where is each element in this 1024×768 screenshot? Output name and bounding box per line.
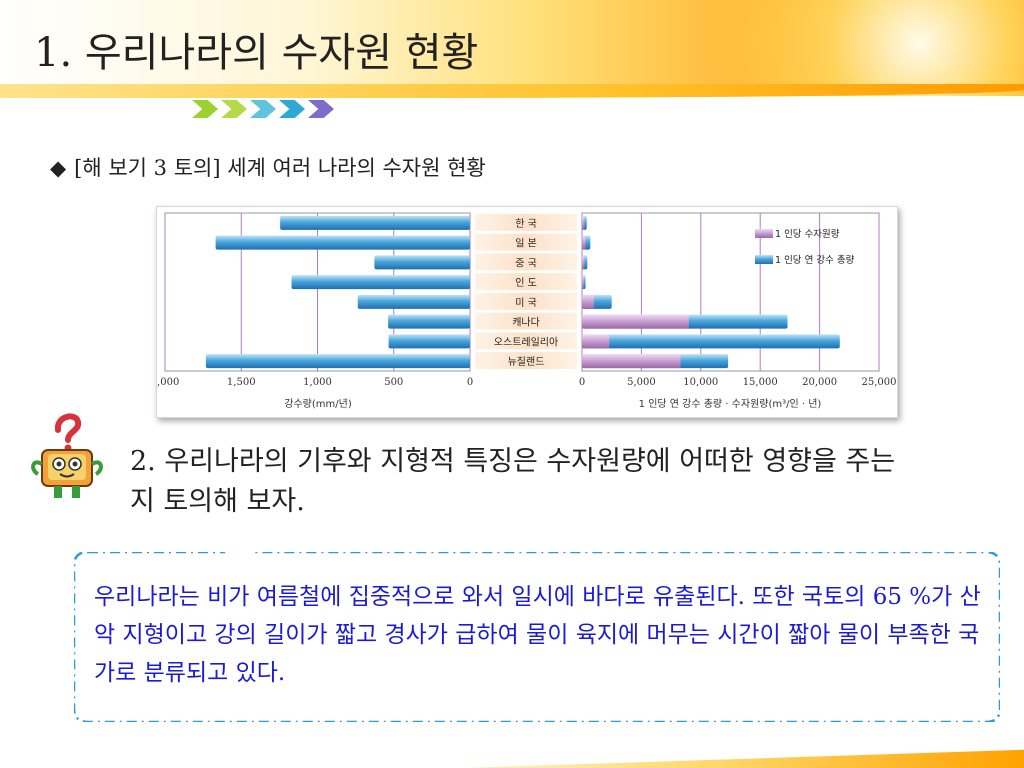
section-subtitle: ◆ [해 보기 3 토의] 세계 여러 나라의 수자원 현황 bbox=[50, 152, 486, 182]
banner-glow bbox=[604, 0, 1024, 96]
water-resources-chart: 2,000 1,500 1,000 500 0 강수량(mm/년) 한 국일 본중 국인 도… bbox=[156, 206, 898, 418]
legend-label-water-resource: 1 인당 수자원량 bbox=[775, 228, 840, 240]
left-tick-label: 1,500 bbox=[227, 377, 256, 388]
category-label: 캐나다 bbox=[512, 317, 540, 329]
category-label-bg bbox=[475, 273, 577, 291]
chevron-icon bbox=[279, 100, 305, 118]
page-title: 1. 우리나라의 수자원 현황 bbox=[34, 30, 479, 76]
discussion-answer: 우리나라는 비가 여름철에 집중적으로 와서 일시에 바다로 유출된다. 또한 … bbox=[94, 584, 981, 686]
category-label-bg bbox=[475, 253, 577, 271]
left-tick-label: 500 bbox=[384, 377, 403, 388]
right-tick-label: 25,000 bbox=[862, 377, 897, 388]
precipitation-bar bbox=[215, 235, 470, 250]
right-tick-label: 0 bbox=[579, 377, 585, 388]
chevron-icon bbox=[192, 100, 218, 118]
precipitation-total-bar bbox=[582, 334, 840, 349]
chart-svg: 2,000 1,500 1,000 500 0 강수량(mm/년) 한 국일 본중 국인 도… bbox=[157, 212, 897, 410]
precipitation-bar bbox=[388, 334, 470, 349]
category-label-bg bbox=[475, 312, 577, 330]
category-label: 뉴질랜드 bbox=[508, 356, 545, 368]
water-resource-bar bbox=[582, 314, 689, 329]
category-label: 오스트레일리아 bbox=[494, 336, 558, 348]
precipitation-bar bbox=[357, 294, 470, 309]
water-resource-bar bbox=[582, 235, 586, 250]
left-tick-label: 0 bbox=[467, 377, 473, 388]
category-label: 중 국 bbox=[515, 257, 537, 269]
right-tick-label: 5,000 bbox=[627, 377, 656, 388]
category-label: 한 국 bbox=[515, 218, 537, 230]
left-axis-label: 강수량(mm/년) bbox=[284, 398, 352, 410]
chevron-icon bbox=[308, 100, 334, 118]
legend-swatch-water-resource bbox=[755, 229, 773, 238]
legend-label-precipitation-total: 1 인당 연 강수 총량 bbox=[775, 254, 855, 266]
water-resource-bar bbox=[582, 334, 610, 349]
precipitation-bar bbox=[205, 354, 470, 369]
precipitation-bar bbox=[388, 314, 470, 329]
water-resource-bar bbox=[582, 255, 585, 270]
category-label: 미 국 bbox=[515, 297, 537, 309]
chevron-icon bbox=[221, 100, 247, 118]
water-resource-bar bbox=[582, 215, 585, 230]
left-tick-label: 1,000 bbox=[303, 377, 332, 388]
right-tick-label: 10,000 bbox=[683, 377, 718, 388]
precipitation-bar bbox=[280, 215, 470, 230]
subtitle-text: [해 보기 3 토의] 세계 여러 나라의 수자원 현황 bbox=[74, 156, 486, 180]
category-label-bg bbox=[475, 213, 577, 231]
water-resource-bar bbox=[582, 275, 584, 290]
category-label: 일 본 bbox=[515, 238, 537, 250]
category-label-bg bbox=[475, 233, 577, 251]
precipitation-bar bbox=[374, 255, 470, 270]
bottom-swoosh bbox=[460, 749, 1024, 768]
category-label-bg bbox=[475, 292, 577, 310]
category-label: 인 도 bbox=[515, 277, 537, 289]
right-axis-label: 1 인당 연 강수 총량 · 수자원량(m³/인 · 년) bbox=[639, 398, 822, 410]
category-label-bg bbox=[475, 352, 577, 370]
discussion-question: 2. 우리나라의 기후와 지형적 특징은 수자원량에 어떠한 영향을 주는지 토… bbox=[130, 446, 896, 517]
precipitation-bar bbox=[291, 275, 470, 290]
answer-speech-bubble bbox=[74, 552, 1000, 722]
left-tick-label: 2,000 bbox=[157, 377, 179, 388]
header-banner bbox=[0, 0, 1024, 96]
decorative-chevrons bbox=[192, 100, 334, 118]
category-label-bg bbox=[475, 332, 577, 350]
right-tick-label: 15,000 bbox=[743, 377, 778, 388]
banner-curve bbox=[0, 84, 1024, 98]
diamond-bullet-icon: ◆ bbox=[50, 156, 67, 180]
chevron-icon bbox=[250, 100, 276, 118]
right-tick-label: 20,000 bbox=[802, 377, 837, 388]
water-resource-bar bbox=[582, 354, 681, 369]
mascot-icon bbox=[31, 413, 103, 498]
legend-swatch-precipitation-total bbox=[755, 255, 773, 264]
water-resource-bar bbox=[582, 294, 594, 309]
